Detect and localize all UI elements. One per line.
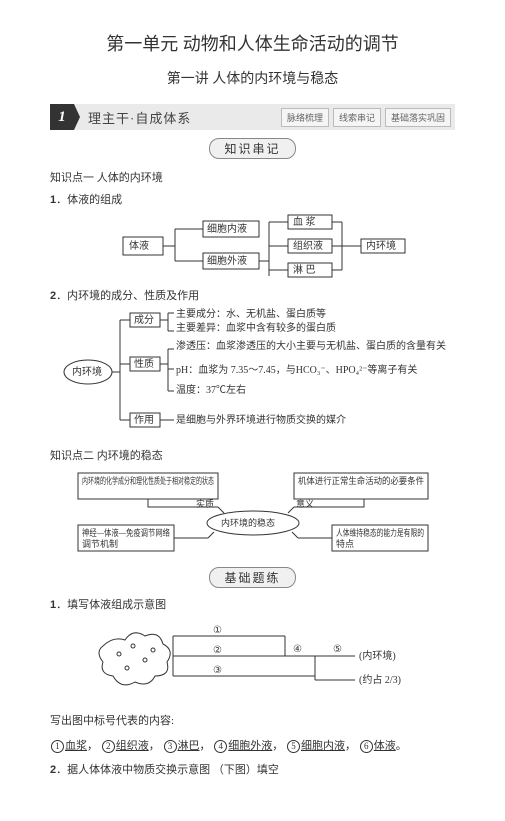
svg-text:主要成分：水、无机盐、蛋白质等: 主要成分：水、无机盐、蛋白质等 [176,307,326,320]
tab-3: 基础落实巩固 [385,108,451,127]
svg-text:特点: 特点 [336,538,354,549]
svg-text:①: ① [213,625,222,636]
svg-text:渗透压：血浆渗透压的大小主要与无机盐、蛋白质的含量有关: 渗透压：血浆渗透压的大小主要与无机盐、蛋白质的含量有关 [176,339,446,352]
svg-text:内环境的稳态: 内环境的稳态 [221,517,275,528]
svg-text:主要差异：血浆中含有较多的蛋白质: 主要差异：血浆中含有较多的蛋白质 [176,321,336,334]
svg-text:调节机制: 调节机制 [82,538,118,549]
svg-text:意义: 意义 [296,498,314,509]
section-number: 1 [50,104,74,130]
tab-1: 脉络梳理 [281,108,329,127]
banner-zhishi: 知识串记 [50,138,455,159]
svg-text:作用: 作用 [134,414,154,426]
svg-text:④: ④ [293,644,302,655]
svg-text:pH：血浆为 7.35～7.45，与HCO₃⁻、HPO₄²⁻: pH：血浆为 7.35～7.45，与HCO₃⁻、HPO₄²⁻等离子有关 [176,363,417,376]
item-1: 1．体液的组成 [50,191,455,207]
diagram-1: 体液 细胞内液细胞外液 血 浆组织液淋 巴 内环境 [93,211,413,281]
question-1: 1．填写体液组成示意图 [50,596,455,612]
svg-text:温度：37℃左右: 温度：37℃左右 [176,383,246,396]
svg-text:细胞外液: 细胞外液 [207,254,247,267]
banner-jichu: 基础题练 [50,567,455,588]
lecture-title: 第一讲 人体的内环境与稳态 [50,68,455,88]
svg-text:③: ③ [213,665,222,676]
question-2: 2．据人体体液中物质交换示意图 （下图）填空 [50,761,455,777]
item-2: 2．内环境的成分、性质及作用 [50,287,455,303]
svg-text:内环境: 内环境 [72,365,102,378]
svg-text:体液: 体液 [129,239,149,252]
svg-text:实质: 实质 [196,498,214,509]
svg-text:(内环境): (内环境) [359,649,396,662]
diagram-4: ① ② ③ ④ ⑤ (内环境) (约占 2/3) [83,616,423,706]
diagram-3: 内环境的化学成分和理化性质处于相对稳定的状态 机体进行正常生命活动的必要条件 实… [68,469,438,559]
section-text: 理主干·自成体系 [88,108,281,127]
answer-intro: 写出图中标号代表的内容: [50,712,455,731]
answer-list: 1血浆， 2组织液， 3淋巴， 4细胞外液， 5细胞内液， 6体液。 [50,737,455,756]
diagram-2: 内环境 成分性质作用 主要成分：水、无机盐、蛋白质等主要差异：血浆中含有较多的蛋… [58,307,448,437]
svg-text:是细胞与外界环境进行物质交换的媒介: 是细胞与外界环境进行物质交换的媒介 [176,413,346,426]
svg-text:②: ② [213,645,222,656]
unit-title: 第一单元 动物和人体生命活动的调节 [50,30,455,56]
svg-text:淋 巴: 淋 巴 [293,263,316,276]
svg-text:⑤: ⑤ [333,644,342,655]
svg-text:血 浆: 血 浆 [293,215,316,228]
svg-text:人体维持稳态的能力是有限的: 人体维持稳态的能力是有限的 [336,527,424,538]
tab-2: 线索串记 [333,108,381,127]
svg-text:成分: 成分 [134,314,154,326]
svg-text:内环境的化学成分和理化性质处于相对稳定的状态: 内环境的化学成分和理化性质处于相对稳定的状态 [82,475,214,486]
svg-text:内环境: 内环境 [366,239,396,252]
svg-text:细胞内液: 细胞内液 [207,222,247,235]
knowledge-point-1: 知识点一 人体的内环境 [50,169,455,185]
svg-text:组织液: 组织液 [293,239,323,252]
svg-text:神经—体液—免疫调节网络: 神经—体液—免疫调节网络 [82,527,170,538]
svg-text:机体进行正常生命活动的必要条件: 机体进行正常生命活动的必要条件 [298,475,424,486]
section-bar: 1 理主干·自成体系 脉络梳理 线索串记 基础落实巩固 [50,104,455,130]
svg-text:性质: 性质 [134,357,154,370]
svg-text:(约占 2/3): (约占 2/3) [359,673,401,686]
knowledge-point-2: 知识点二 内环境的稳态 [50,447,455,463]
